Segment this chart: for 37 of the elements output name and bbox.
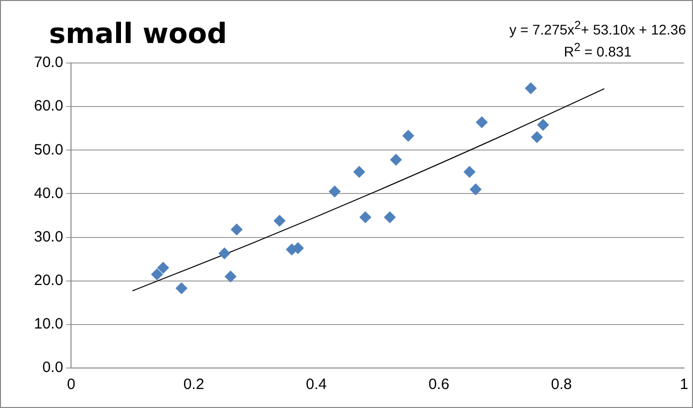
y-tick-label: 20.0 [34, 272, 64, 289]
x-tick-label: 0.8 [551, 376, 572, 394]
point [464, 166, 476, 178]
point [476, 116, 488, 128]
point [524, 82, 537, 94]
y-tick-label: 60.0 [34, 98, 64, 115]
point [353, 166, 366, 178]
point [530, 131, 543, 144]
y-tick-label: 0.0 [42, 359, 64, 376]
point [402, 130, 414, 142]
point [470, 183, 482, 196]
point [224, 270, 237, 282]
x-tick-label: 0.2 [183, 376, 204, 394]
point [328, 186, 341, 198]
point [157, 262, 170, 274]
point [218, 247, 230, 260]
x-tick-label: 0.4 [306, 376, 327, 394]
x-tick-label: 0.6 [428, 376, 450, 394]
x-tick-label: 0 [67, 376, 76, 394]
point [230, 223, 243, 236]
point [150, 268, 163, 280]
text: y = 7.275x$^{2}$+ 53.10x + 12.36 [509, 18, 686, 39]
point [390, 154, 402, 166]
point [384, 211, 396, 224]
line-series [132, 88, 605, 292]
chart-title: small wood [49, 17, 228, 50]
point [537, 118, 550, 131]
point [176, 282, 188, 294]
y-tick-label: 40.0 [34, 184, 64, 202]
y-tick-label: 30.0 [34, 228, 64, 246]
y-tick-label: 10.0 [34, 316, 64, 333]
y-tick-label: 50.0 [34, 141, 64, 158]
y-tick-label: 70.0 [34, 54, 64, 72]
text: R$^{2}$ = 0.831 [562, 40, 633, 60]
point [359, 211, 372, 224]
x-tick-label: 1 [680, 376, 688, 394]
point [274, 214, 286, 227]
